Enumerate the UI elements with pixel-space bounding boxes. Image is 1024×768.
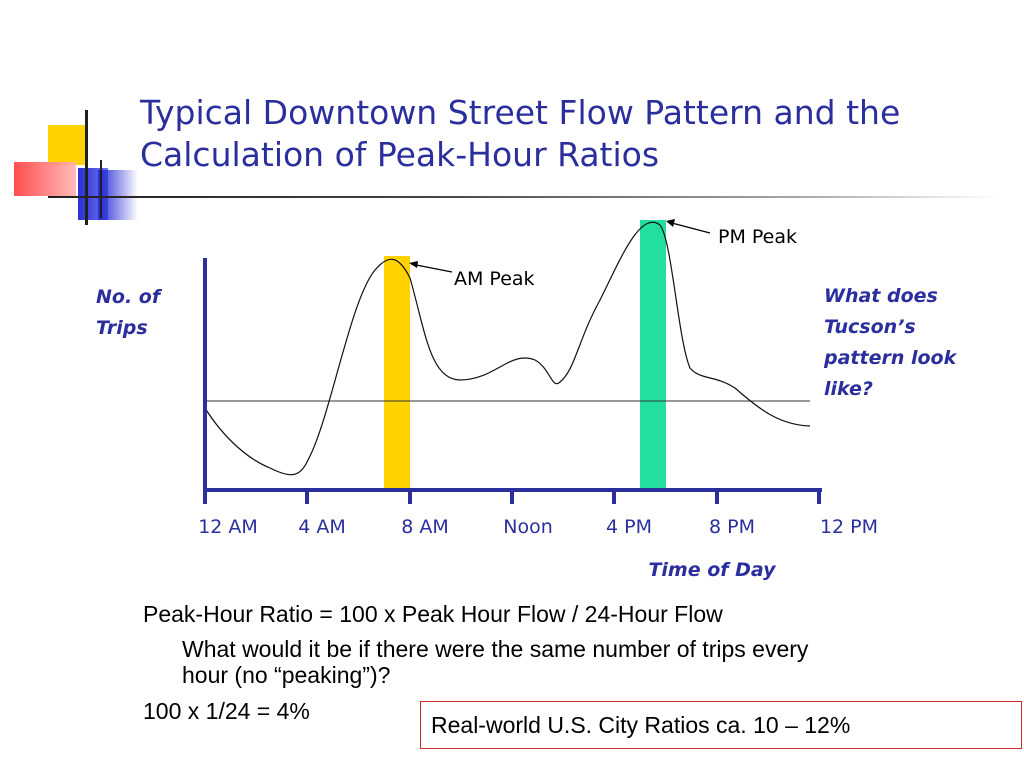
x-tick-label: 12 PM	[820, 516, 878, 538]
x-tick-label: 8 AM	[401, 516, 449, 538]
title-line-2: Calculation of Peak-Hour Ratios	[140, 135, 660, 174]
y-axis-title-line-2: Trips	[96, 317, 148, 339]
x-axis-title: Time of Day	[648, 559, 777, 581]
question-line-3: pattern look	[823, 347, 958, 369]
question-line-4: like?	[824, 378, 873, 400]
decor-squares	[0, 0, 140, 230]
x-tick-label: 12 AM	[198, 516, 258, 538]
x-tick-label: 8 PM	[709, 516, 755, 538]
am-peak-bar	[384, 256, 410, 488]
question-text-line-2: hour (no “peaking”)?	[182, 662, 391, 688]
am-arrowhead-icon	[409, 261, 418, 268]
am-peak-label: AM Peak	[454, 268, 535, 290]
question-line-2: Tucson’s	[824, 316, 916, 338]
vertical-line	[85, 110, 88, 225]
pm-arrowhead-icon	[666, 219, 675, 227]
x-tick-label: 4 PM	[606, 516, 652, 538]
x-tick-label: Noon	[503, 516, 553, 538]
am-peak-arrow	[410, 263, 453, 273]
pm-peak-label: PM Peak	[718, 226, 797, 248]
vertical-line-2	[100, 160, 102, 218]
flow-curve	[204, 221, 811, 476]
x-tick-label: 4 AM	[298, 516, 346, 538]
pm-peak-bar	[640, 220, 666, 488]
slide-title: Typical Downtown Street Flow Pattern and…	[140, 92, 1000, 176]
red-bar	[14, 162, 76, 196]
title-line-1: Typical Downtown Street Flow Pattern and…	[140, 93, 901, 132]
title-rule	[48, 196, 998, 198]
x-axis-ticks	[203, 490, 821, 504]
pm-peak-arrow	[667, 221, 711, 234]
y-axis-title-line-1: No. of	[96, 286, 163, 308]
blue-fade-bar	[98, 170, 138, 220]
question-line-1: What does	[824, 285, 938, 307]
flow-diagram: 12 AM 4 AM 8 AM Noon 4 PM 8 PM 12 PM Tim…	[96, 219, 958, 581]
formula-text: Peak-Hour Ratio = 100 x Peak Hour Flow /…	[143, 601, 723, 627]
real-world-box: Real-world U.S. City Ratios ca. 10 – 12%	[420, 701, 1022, 749]
yellow-square	[48, 125, 86, 165]
calc-text: 100 x 1/24 = 4%	[143, 698, 310, 724]
question-text-line-1: What would it be if there were the same …	[182, 636, 809, 662]
